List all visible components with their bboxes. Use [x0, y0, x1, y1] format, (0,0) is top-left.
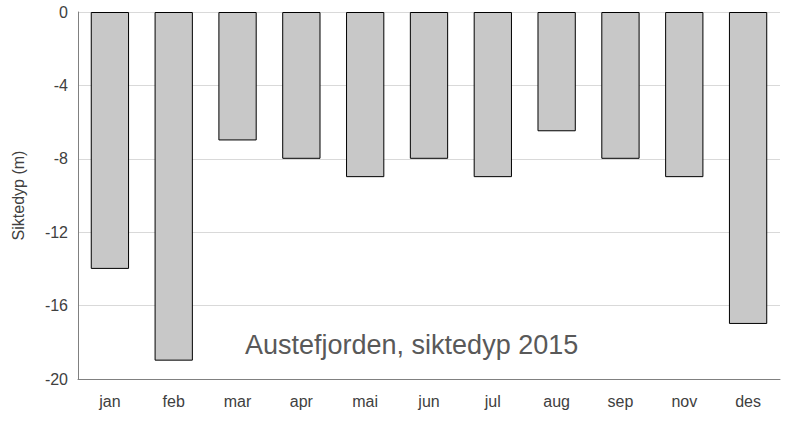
svg-text:Austefjorden, siktedyp 2015: Austefjorden, siktedyp 2015 [245, 330, 578, 360]
svg-text:jan: jan [98, 393, 120, 410]
svg-text:jun: jun [417, 393, 439, 410]
svg-text:apr: apr [290, 393, 314, 410]
svg-text:feb: feb [163, 393, 185, 410]
svg-text:-12: -12 [45, 224, 68, 241]
svg-text:des: des [735, 393, 761, 410]
svg-text:mai: mai [352, 393, 378, 410]
svg-text:-8: -8 [54, 150, 68, 167]
svg-text:mar: mar [224, 393, 252, 410]
svg-text:Siktedyp (m): Siktedyp (m) [10, 151, 27, 241]
svg-text:jul: jul [484, 393, 501, 410]
svg-text:nov: nov [671, 393, 697, 410]
svg-text:0: 0 [59, 4, 68, 21]
svg-text:sep: sep [608, 393, 634, 410]
svg-text:-16: -16 [45, 297, 68, 314]
svg-text:aug: aug [543, 393, 570, 410]
svg-text:-4: -4 [54, 77, 68, 94]
svg-text:-20: -20 [45, 371, 68, 388]
